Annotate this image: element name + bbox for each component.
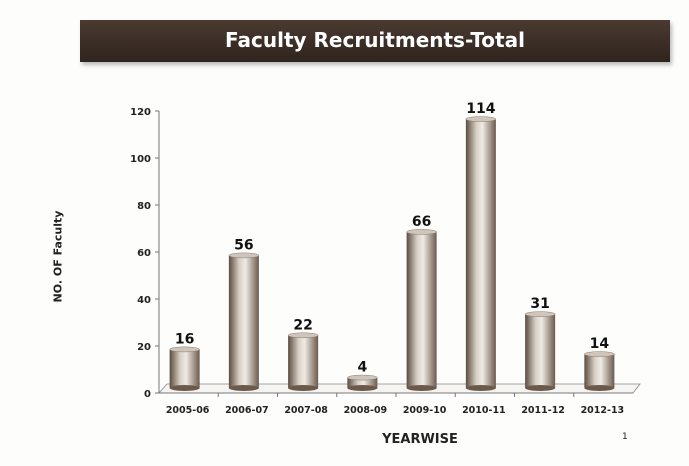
x-tick-label: 2012-13 bbox=[581, 405, 625, 416]
bar bbox=[406, 231, 437, 388]
bar-top bbox=[584, 351, 615, 357]
data-label: 14 bbox=[590, 336, 610, 352]
bar-top bbox=[287, 332, 319, 339]
x-tick-label: 2006-07 bbox=[225, 405, 269, 416]
bar-top bbox=[169, 346, 200, 353]
y-tick-label: 80 bbox=[137, 201, 151, 212]
y-tick-label: 120 bbox=[130, 107, 151, 118]
bar bbox=[228, 255, 259, 388]
bar-base bbox=[406, 385, 437, 391]
bar-base bbox=[288, 385, 319, 391]
bar-base bbox=[169, 385, 200, 391]
x-tick-label: 2011-12 bbox=[521, 405, 565, 416]
bar-top bbox=[228, 252, 260, 259]
y-tick-label: 20 bbox=[137, 342, 151, 353]
data-label: 4 bbox=[358, 360, 368, 376]
y-tick-label: 40 bbox=[137, 295, 151, 306]
bar-base bbox=[228, 385, 259, 391]
page-number: 1 bbox=[622, 432, 628, 442]
bar-base bbox=[584, 385, 615, 391]
bar-top bbox=[524, 311, 556, 317]
data-label: 66 bbox=[412, 214, 431, 230]
bar-top bbox=[465, 116, 497, 122]
x-tick-label: 2010-11 bbox=[462, 405, 506, 416]
y-tick-label: 60 bbox=[137, 248, 151, 259]
bar-top bbox=[406, 229, 437, 235]
bar-base bbox=[525, 385, 556, 391]
bar bbox=[347, 377, 378, 388]
x-tick-label: 2005-06 bbox=[166, 405, 210, 416]
data-label: 114 bbox=[466, 101, 495, 117]
y-tick-label: 100 bbox=[130, 154, 151, 165]
data-label: 56 bbox=[234, 237, 253, 253]
data-label: 31 bbox=[530, 296, 549, 312]
bar bbox=[169, 349, 200, 388]
bar-top bbox=[347, 374, 378, 381]
x-tick-label: 2007-08 bbox=[284, 405, 328, 416]
bar-base bbox=[347, 385, 378, 391]
bar bbox=[584, 354, 615, 388]
data-label: 22 bbox=[293, 317, 312, 333]
bar bbox=[288, 335, 319, 388]
x-axis-label: YEARWISE bbox=[382, 432, 458, 447]
data-label: 16 bbox=[175, 331, 194, 347]
bar bbox=[465, 119, 496, 388]
x-tick-label: 2008-09 bbox=[344, 405, 388, 416]
x-tick-label: 2009-10 bbox=[403, 405, 447, 416]
y-tick-label: 0 bbox=[144, 389, 151, 400]
bar-base bbox=[465, 385, 496, 391]
chart-title: Faculty Recruitments-Total bbox=[225, 28, 525, 52]
bar bbox=[525, 314, 556, 388]
title-bar: Faculty Recruitments-Total bbox=[80, 20, 670, 62]
